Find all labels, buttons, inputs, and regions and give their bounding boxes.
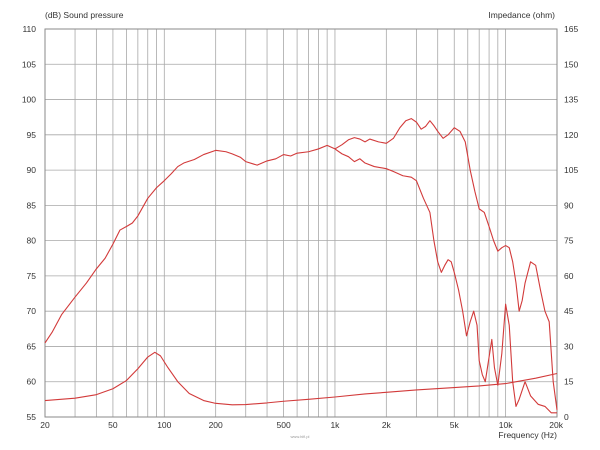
left-tick-label: 100 (22, 95, 36, 105)
sound-pressure-curve (44, 144, 557, 414)
x-tick-label: 20k (549, 420, 563, 430)
right-tick-label: 150 (564, 59, 578, 69)
left-tick-label: 65 (27, 341, 37, 351)
x-axis-label: Frequency (Hz) (498, 430, 557, 440)
right-tick-label: 135 (564, 95, 578, 105)
right-tick-label: 0 (564, 412, 569, 422)
right-tick-label: 45 (564, 306, 574, 316)
left-tick-label: 55 (27, 412, 37, 422)
left-tick-label: 80 (27, 236, 37, 246)
x-tick-label: 10k (499, 420, 513, 430)
x-tick-label: 500 (276, 420, 290, 430)
grid (45, 29, 557, 417)
left-axis-label: (dB) Sound pressure (45, 10, 124, 20)
left-tick-label: 85 (27, 200, 37, 210)
left-tick-label: 70 (27, 306, 37, 316)
series-layer (44, 118, 558, 414)
right-tick-label: 165 (564, 24, 578, 34)
x-tick-label: 1k (330, 420, 340, 430)
sound-pressure-curve (334, 118, 558, 411)
watermark: www.hifi.pl (291, 434, 310, 439)
right-tick-label: 60 (564, 271, 574, 281)
ticks-layer: 55 60 65 70 75 80 85 90 95 100 105 110 0 15 30 45 60 75 90… (22, 24, 579, 430)
x-tick-label: 100 (157, 420, 171, 430)
x-tick-label: 50 (108, 420, 118, 430)
left-tick-label: 105 (22, 59, 36, 69)
impedance-curve (44, 351, 558, 406)
left-tick-label: 90 (27, 165, 37, 175)
right-tick-label: 105 (564, 165, 578, 175)
right-tick-label: 120 (564, 130, 578, 140)
x-tick-label: 20 (40, 420, 50, 430)
left-tick-label: 95 (27, 130, 37, 140)
plot-frame (44, 28, 558, 418)
right-tick-label: 75 (564, 236, 574, 246)
right-tick-label: 90 (564, 200, 574, 210)
x-tick-label: 5k (450, 420, 460, 430)
x-tick-label: 200 (209, 420, 223, 430)
left-tick-label: 60 (27, 377, 37, 387)
x-tick-label: 2k (382, 420, 392, 430)
right-tick-label: 15 (564, 377, 574, 387)
right-tick-label: 30 (564, 341, 574, 351)
left-tick-label: 75 (27, 271, 37, 281)
right-axis-label: Impedance (ohm) (488, 10, 555, 20)
left-tick-label: 110 (22, 24, 36, 34)
